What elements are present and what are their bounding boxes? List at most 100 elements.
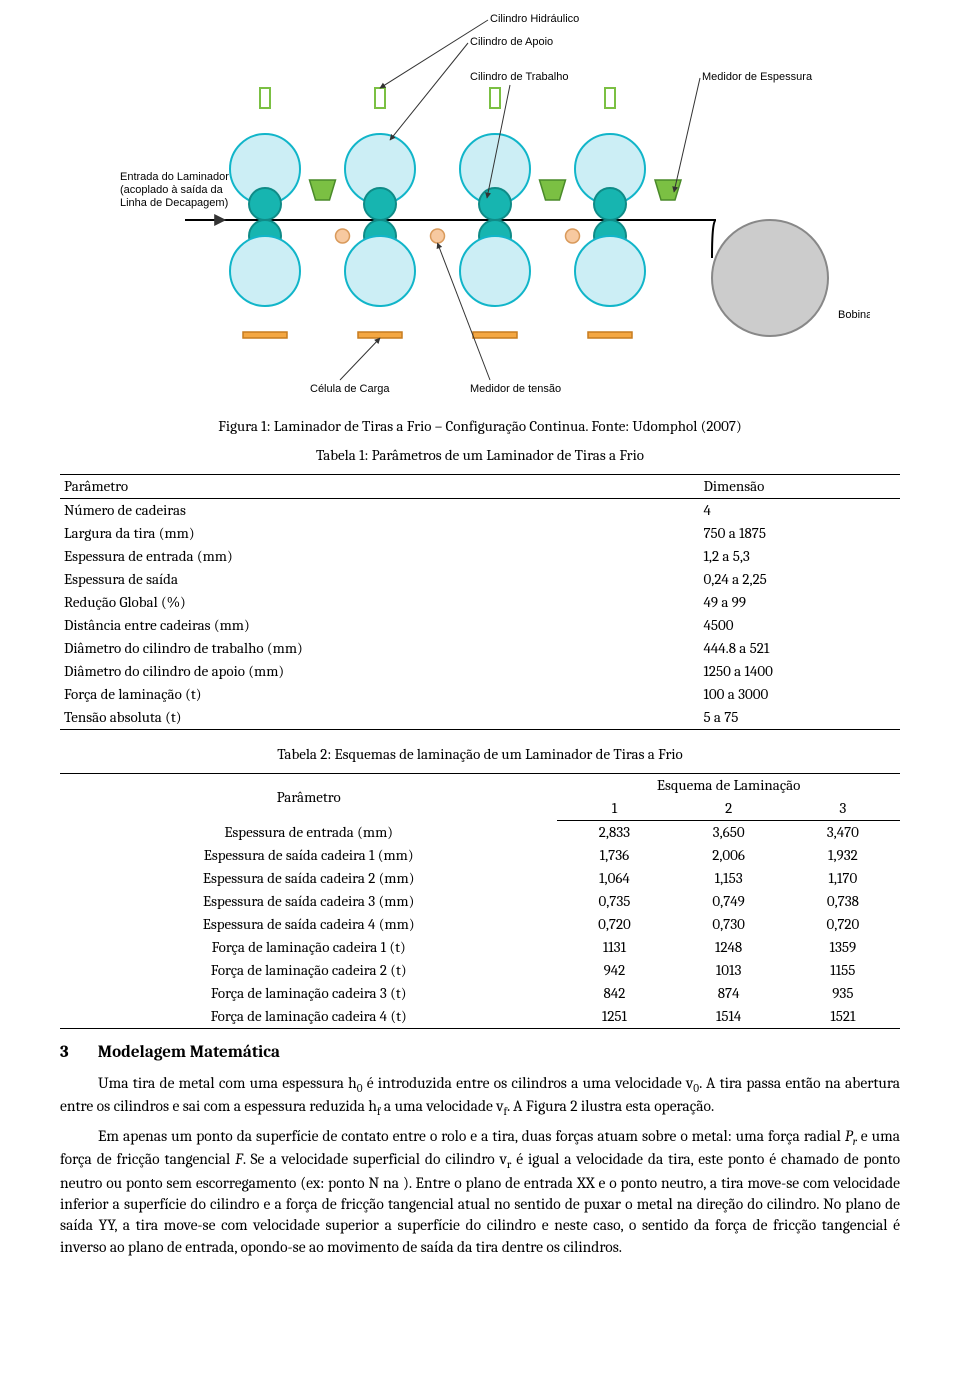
table-1-param: Largura da tira (mm) (60, 522, 699, 545)
table-2-value: 3,470 (786, 821, 900, 845)
table-1-param: Número de cadeiras (60, 499, 699, 523)
table-2-value: 3,650 (672, 821, 786, 845)
table-2-value: 1521 (786, 1005, 900, 1029)
table-1-param: Tensão absoluta (t) (60, 706, 699, 730)
table-row: Largura da tira (mm)750 a 1875 (60, 522, 900, 545)
table-row: Espessura de entrada (mm)2,8333,6503,470 (60, 821, 900, 845)
p1-a: Uma tira de metal com uma espessura h (98, 1074, 357, 1092)
table-1-param: Espessura de saída (60, 568, 699, 591)
table-1-value: 4 (699, 499, 900, 523)
table-2-value: 942 (557, 959, 671, 982)
table-2-value: 2,833 (557, 821, 671, 845)
table-1-value: 0,24 a 2,25 (699, 568, 900, 591)
svg-text:Medidor de tensão: Medidor de tensão (470, 383, 561, 395)
table-2-value: 935 (786, 982, 900, 1005)
svg-text:(acoplado à saída da: (acoplado à saída da (120, 184, 224, 196)
table-1-param: Espessura de entrada (mm) (60, 545, 699, 568)
table-row: Tensão absoluta (t)5 a 75 (60, 706, 900, 730)
table-row: Força de laminação cadeira 4 (t)12511514… (60, 1005, 900, 1029)
p1-b: é introduzida entre os cilindros a uma v… (362, 1074, 693, 1092)
section-3-p1: Uma tira de metal com uma espessura h0 é… (60, 1073, 900, 1120)
svg-text:Medidor de Espessura: Medidor de Espessura (702, 71, 813, 83)
table-row: Espessura de saída cadeira 2 (mm)1,0641,… (60, 867, 900, 890)
table-row: Força de laminação cadeira 1 (t)11311248… (60, 936, 900, 959)
table-2-value: 0,730 (672, 913, 786, 936)
table-row: Força de laminação cadeira 3 (t)84287493… (60, 982, 900, 1005)
table-1-value: 5 a 75 (699, 706, 900, 730)
table-row: Redução Global (%)49 a 99 (60, 591, 900, 614)
table-1-value: 444.8 a 521 (699, 637, 900, 660)
table-2-value: 1248 (672, 936, 786, 959)
table-1-value: 100 a 3000 (699, 683, 900, 706)
section-3-p2: Em apenas um ponto da superfície de cont… (60, 1126, 900, 1258)
figure-1-caption: Figura 1: Laminador de Tiras a Frio – Co… (60, 416, 900, 437)
table-1-title: Tabela 1: Parâmetros de um Laminador de … (60, 445, 900, 466)
table-2-value: 874 (672, 982, 786, 1005)
table-2-param: Espessura de saída cadeira 3 (mm) (60, 890, 557, 913)
table-2-value: 1514 (672, 1005, 786, 1029)
table-1-head-param: Parâmetro (60, 475, 699, 499)
table-row: Diâmetro do cilindro de trabalho (mm)444… (60, 637, 900, 660)
svg-text:Cilindro de Apoio: Cilindro de Apoio (470, 36, 553, 48)
table-2-value: 1155 (786, 959, 900, 982)
table-row: Espessura de saída0,24 a 2,25 (60, 568, 900, 591)
table-1-value: 1,2 a 5,3 (699, 545, 900, 568)
table-1-value: 4500 (699, 614, 900, 637)
table-1-head-dim: Dimensão (699, 475, 900, 499)
table-2-value: 0,749 (672, 890, 786, 913)
table-2-param: Espessura de entrada (mm) (60, 821, 557, 845)
table-2-value: 1,932 (786, 844, 900, 867)
p1-d: a uma velocidade v (380, 1097, 503, 1115)
table-2-param: Espessura de saída cadeira 2 (mm) (60, 867, 557, 890)
table-1-param: Distância entre cadeiras (mm) (60, 614, 699, 637)
table-2-param: Força de laminação cadeira 4 (t) (60, 1005, 557, 1029)
table-2-value: 1131 (557, 936, 671, 959)
table-2-value: 1,064 (557, 867, 671, 890)
svg-text:Cilindro de Trabalho: Cilindro de Trabalho (470, 71, 568, 83)
section-3-number: 3 (60, 1041, 94, 1065)
svg-text:Entrada do Laminador: Entrada do Laminador (120, 171, 229, 183)
table-row: Espessura de entrada (mm)1,2 a 5,3 (60, 545, 900, 568)
table-2-value: 1359 (786, 936, 900, 959)
table-1: Parâmetro Dimensão Número de cadeiras4La… (60, 474, 900, 730)
table-2-value: 1,153 (672, 867, 786, 890)
table-row: Espessura de saída cadeira 1 (mm)1,7362,… (60, 844, 900, 867)
table-2-param: Força de laminação cadeira 3 (t) (60, 982, 557, 1005)
table-2-head-param: Parâmetro (60, 774, 557, 821)
svg-text:Linha de Decapagem): Linha de Decapagem) (120, 197, 228, 209)
table-2-value: 1,170 (786, 867, 900, 890)
p2-F: F (235, 1150, 243, 1168)
table-2-value: 1013 (672, 959, 786, 982)
table-row: Força de laminação cadeira 2 (t)94210131… (60, 959, 900, 982)
table-2-param: Força de laminação cadeira 2 (t) (60, 959, 557, 982)
table-2-value: 2,006 (672, 844, 786, 867)
table-2-scheme-2: 2 (672, 797, 786, 821)
table-2-param: Espessura de saída cadeira 1 (mm) (60, 844, 557, 867)
svg-text:Cilindro Hidráulico: Cilindro Hidráulico (490, 13, 579, 25)
table-1-param: Diâmetro do cilindro de trabalho (mm) (60, 637, 699, 660)
table-2-value: 0,720 (786, 913, 900, 936)
table-1-value: 1250 a 1400 (699, 660, 900, 683)
table-1-param: Diâmetro do cilindro de apoio (mm) (60, 660, 699, 683)
table-2-value: 1,736 (557, 844, 671, 867)
table-2-title: Tabela 2: Esquemas de laminação de um La… (60, 744, 900, 765)
table-2-value: 842 (557, 982, 671, 1005)
table-2-scheme-1: 1 (557, 797, 671, 821)
table-row: Diâmetro do cilindro de apoio (mm)1250 a… (60, 660, 900, 683)
p2-a: Em apenas um ponto da superfície de cont… (98, 1127, 845, 1145)
table-1-value: 49 a 99 (699, 591, 900, 614)
table-2-value: 0,720 (557, 913, 671, 936)
table-2-scheme-3: 3 (786, 797, 900, 821)
rolling-mill-svg: Cilindro Hidráulico Cilindro de Apoio Cili… (90, 10, 870, 410)
table-2-value: 0,735 (557, 890, 671, 913)
table-2-value: 0,738 (786, 890, 900, 913)
section-3-heading: 3 Modelagem Matemática (60, 1041, 900, 1065)
table-row: Força de laminação (t)100 a 3000 (60, 683, 900, 706)
table-row: Número de cadeiras4 (60, 499, 900, 523)
p2-Pr: P (845, 1127, 853, 1145)
p2-c: . Se a velocidade superficial do cilindr… (243, 1150, 507, 1168)
table-row: Espessura de saída cadeira 3 (mm)0,7350,… (60, 890, 900, 913)
figure-1-diagram: Cilindro Hidráulico Cilindro de Apoio Cili… (60, 10, 900, 410)
table-2-param: Espessura de saída cadeira 4 (mm) (60, 913, 557, 936)
svg-text:Bobinadeira: Bobinadeira (838, 309, 870, 321)
